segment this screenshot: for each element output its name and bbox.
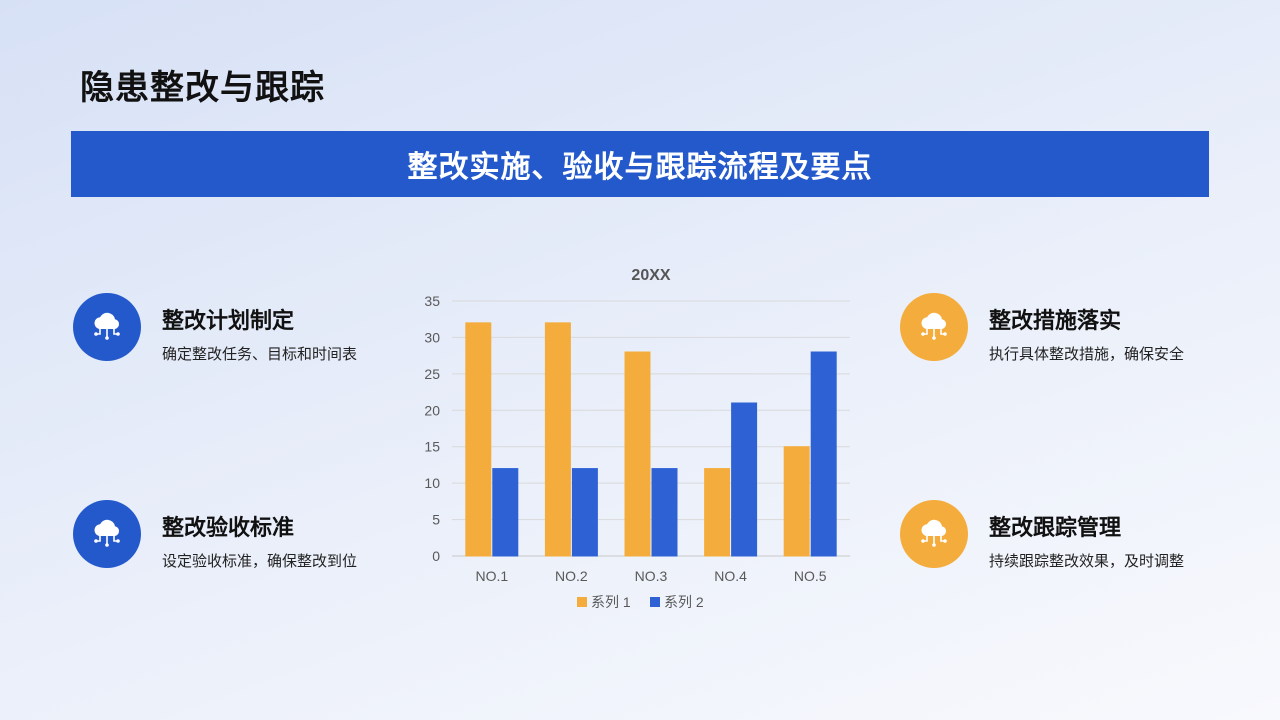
y-tick-label: 35 bbox=[424, 293, 440, 309]
feature-acceptance: 整改验收标准 设定验收标准，确保整改到位 bbox=[73, 500, 357, 580]
y-tick-label: 30 bbox=[424, 329, 440, 345]
bar-chart: 20XX 0 5 10 15 20 25 30 35 NO.1 NO.2 NO.3 NO.4 NO.5 系列… bbox=[424, 267, 850, 610]
bar-2-5 bbox=[810, 351, 837, 557]
y-tick-label: 25 bbox=[424, 366, 440, 382]
x-tick-label: NO.2 bbox=[555, 568, 588, 584]
chart-title: 20XX bbox=[631, 267, 670, 284]
y-tick-label: 5 bbox=[432, 512, 440, 528]
feature-title: 整改计划制定 bbox=[162, 308, 295, 333]
bar-1-5 bbox=[783, 446, 810, 557]
bar-1-2 bbox=[544, 322, 571, 557]
y-tick-label: 15 bbox=[424, 439, 440, 455]
legend-label-1: 系列 1 bbox=[591, 594, 631, 610]
legend-label-2: 系列 2 bbox=[664, 594, 704, 610]
feature-implementation: 整改措施落实 执行具体整改措施，确保安全 bbox=[900, 293, 1184, 373]
x-tick-label: NO.3 bbox=[635, 568, 668, 584]
feature-desc: 持续跟踪整改效果，及时调整 bbox=[989, 553, 1185, 570]
cloud-network-icon bbox=[900, 500, 968, 568]
feature-title: 整改措施落实 bbox=[989, 308, 1122, 333]
section-banner: 整改实施、验收与跟踪流程及要点 bbox=[71, 131, 1209, 197]
feature-desc: 设定验收标准，确保整改到位 bbox=[162, 553, 358, 570]
cloud-network-icon bbox=[900, 293, 968, 361]
y-tick-label: 0 bbox=[432, 548, 440, 564]
page-title: 隐患整改与跟踪 bbox=[80, 69, 325, 107]
y-tick-label: 10 bbox=[424, 475, 440, 491]
cloud-network-icon bbox=[73, 293, 141, 361]
bar-1-3 bbox=[624, 351, 651, 557]
feature-desc: 确定整改任务、目标和时间表 bbox=[162, 346, 358, 363]
bar-2-2 bbox=[571, 468, 598, 557]
x-tick-label: NO.1 bbox=[475, 568, 508, 584]
x-tick-label: NO.5 bbox=[794, 568, 827, 584]
legend-swatch-2 bbox=[650, 597, 660, 607]
legend-swatch-1 bbox=[577, 597, 587, 607]
feature-desc: 执行具体整改措施，确保安全 bbox=[989, 346, 1185, 363]
x-tick-label: NO.4 bbox=[714, 568, 747, 584]
bar-2-1 bbox=[492, 468, 519, 557]
bar-1-4 bbox=[704, 468, 731, 557]
banner-text: 整改实施、验收与跟踪流程及要点 bbox=[407, 151, 873, 184]
cloud-network-icon bbox=[73, 500, 141, 568]
feature-title: 整改跟踪管理 bbox=[989, 515, 1122, 540]
feature-title: 整改验收标准 bbox=[162, 515, 295, 540]
bar-2-4 bbox=[731, 402, 758, 557]
y-tick-label: 20 bbox=[424, 402, 440, 418]
bar-2-3 bbox=[651, 468, 678, 557]
feature-tracking: 整改跟踪管理 持续跟踪整改效果，及时调整 bbox=[900, 500, 1184, 580]
bar-1-1 bbox=[465, 322, 492, 557]
feature-plan: 整改计划制定 确定整改任务、目标和时间表 bbox=[73, 293, 357, 373]
